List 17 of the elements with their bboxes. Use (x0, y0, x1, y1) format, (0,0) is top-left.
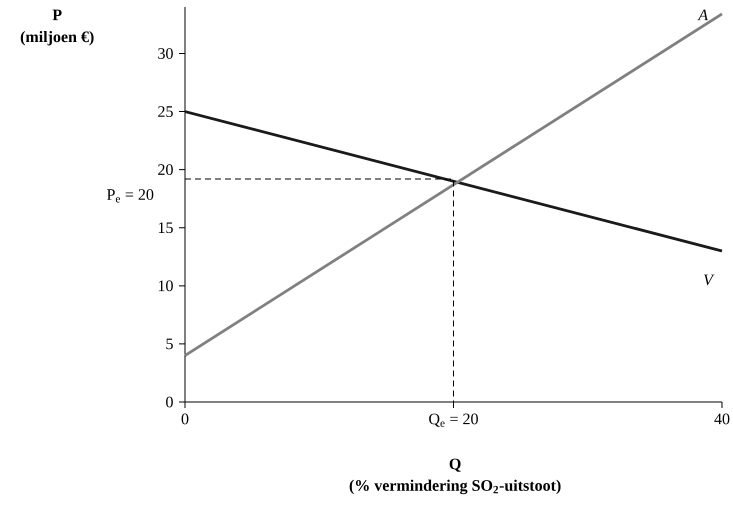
y-tick-label: 15 (158, 222, 173, 234)
text: (% vermindering SO$_{2}$-uitstoot) (350, 480, 561, 494)
y-tick-label: 30 (158, 48, 173, 59)
x-tick-label: 0 (182, 414, 188, 424)
x-tick-label: 40 (714, 414, 730, 424)
annotation: V (704, 274, 714, 286)
y-tick-label: 0 (166, 396, 173, 408)
text: P$_{e}$ = 20 (106, 189, 154, 202)
x-axis-title: Q (450, 458, 461, 472)
x-tick-label: Q$_{e}$ = 20 (429, 414, 478, 427)
y-tick-label: 10 (158, 280, 173, 292)
annotation: A (697, 10, 708, 20)
text: P (52, 10, 62, 20)
y-tick-label: 5 (166, 338, 173, 350)
y-tick-label: 25 (158, 106, 173, 117)
text: (miljoen €) (20, 30, 94, 46)
y-tick-label: 20 (158, 164, 173, 176)
